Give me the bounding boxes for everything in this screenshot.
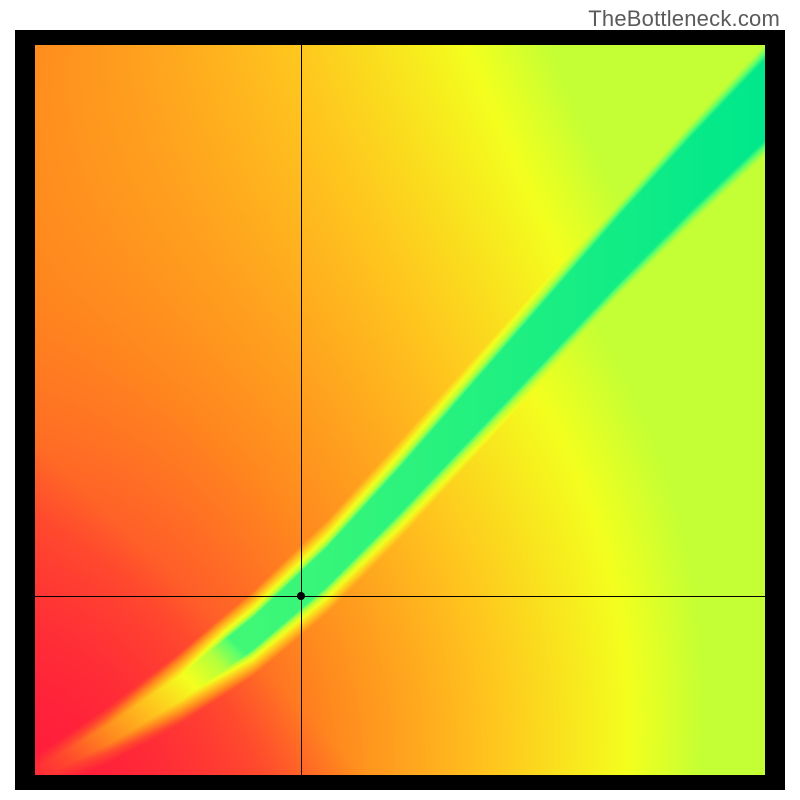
chart-frame [15, 30, 785, 790]
watermark-text: TheBottleneck.com [588, 6, 780, 32]
heatmap-canvas [35, 45, 765, 775]
heatmap-plot [35, 45, 765, 775]
stage: TheBottleneck.com [0, 0, 800, 800]
